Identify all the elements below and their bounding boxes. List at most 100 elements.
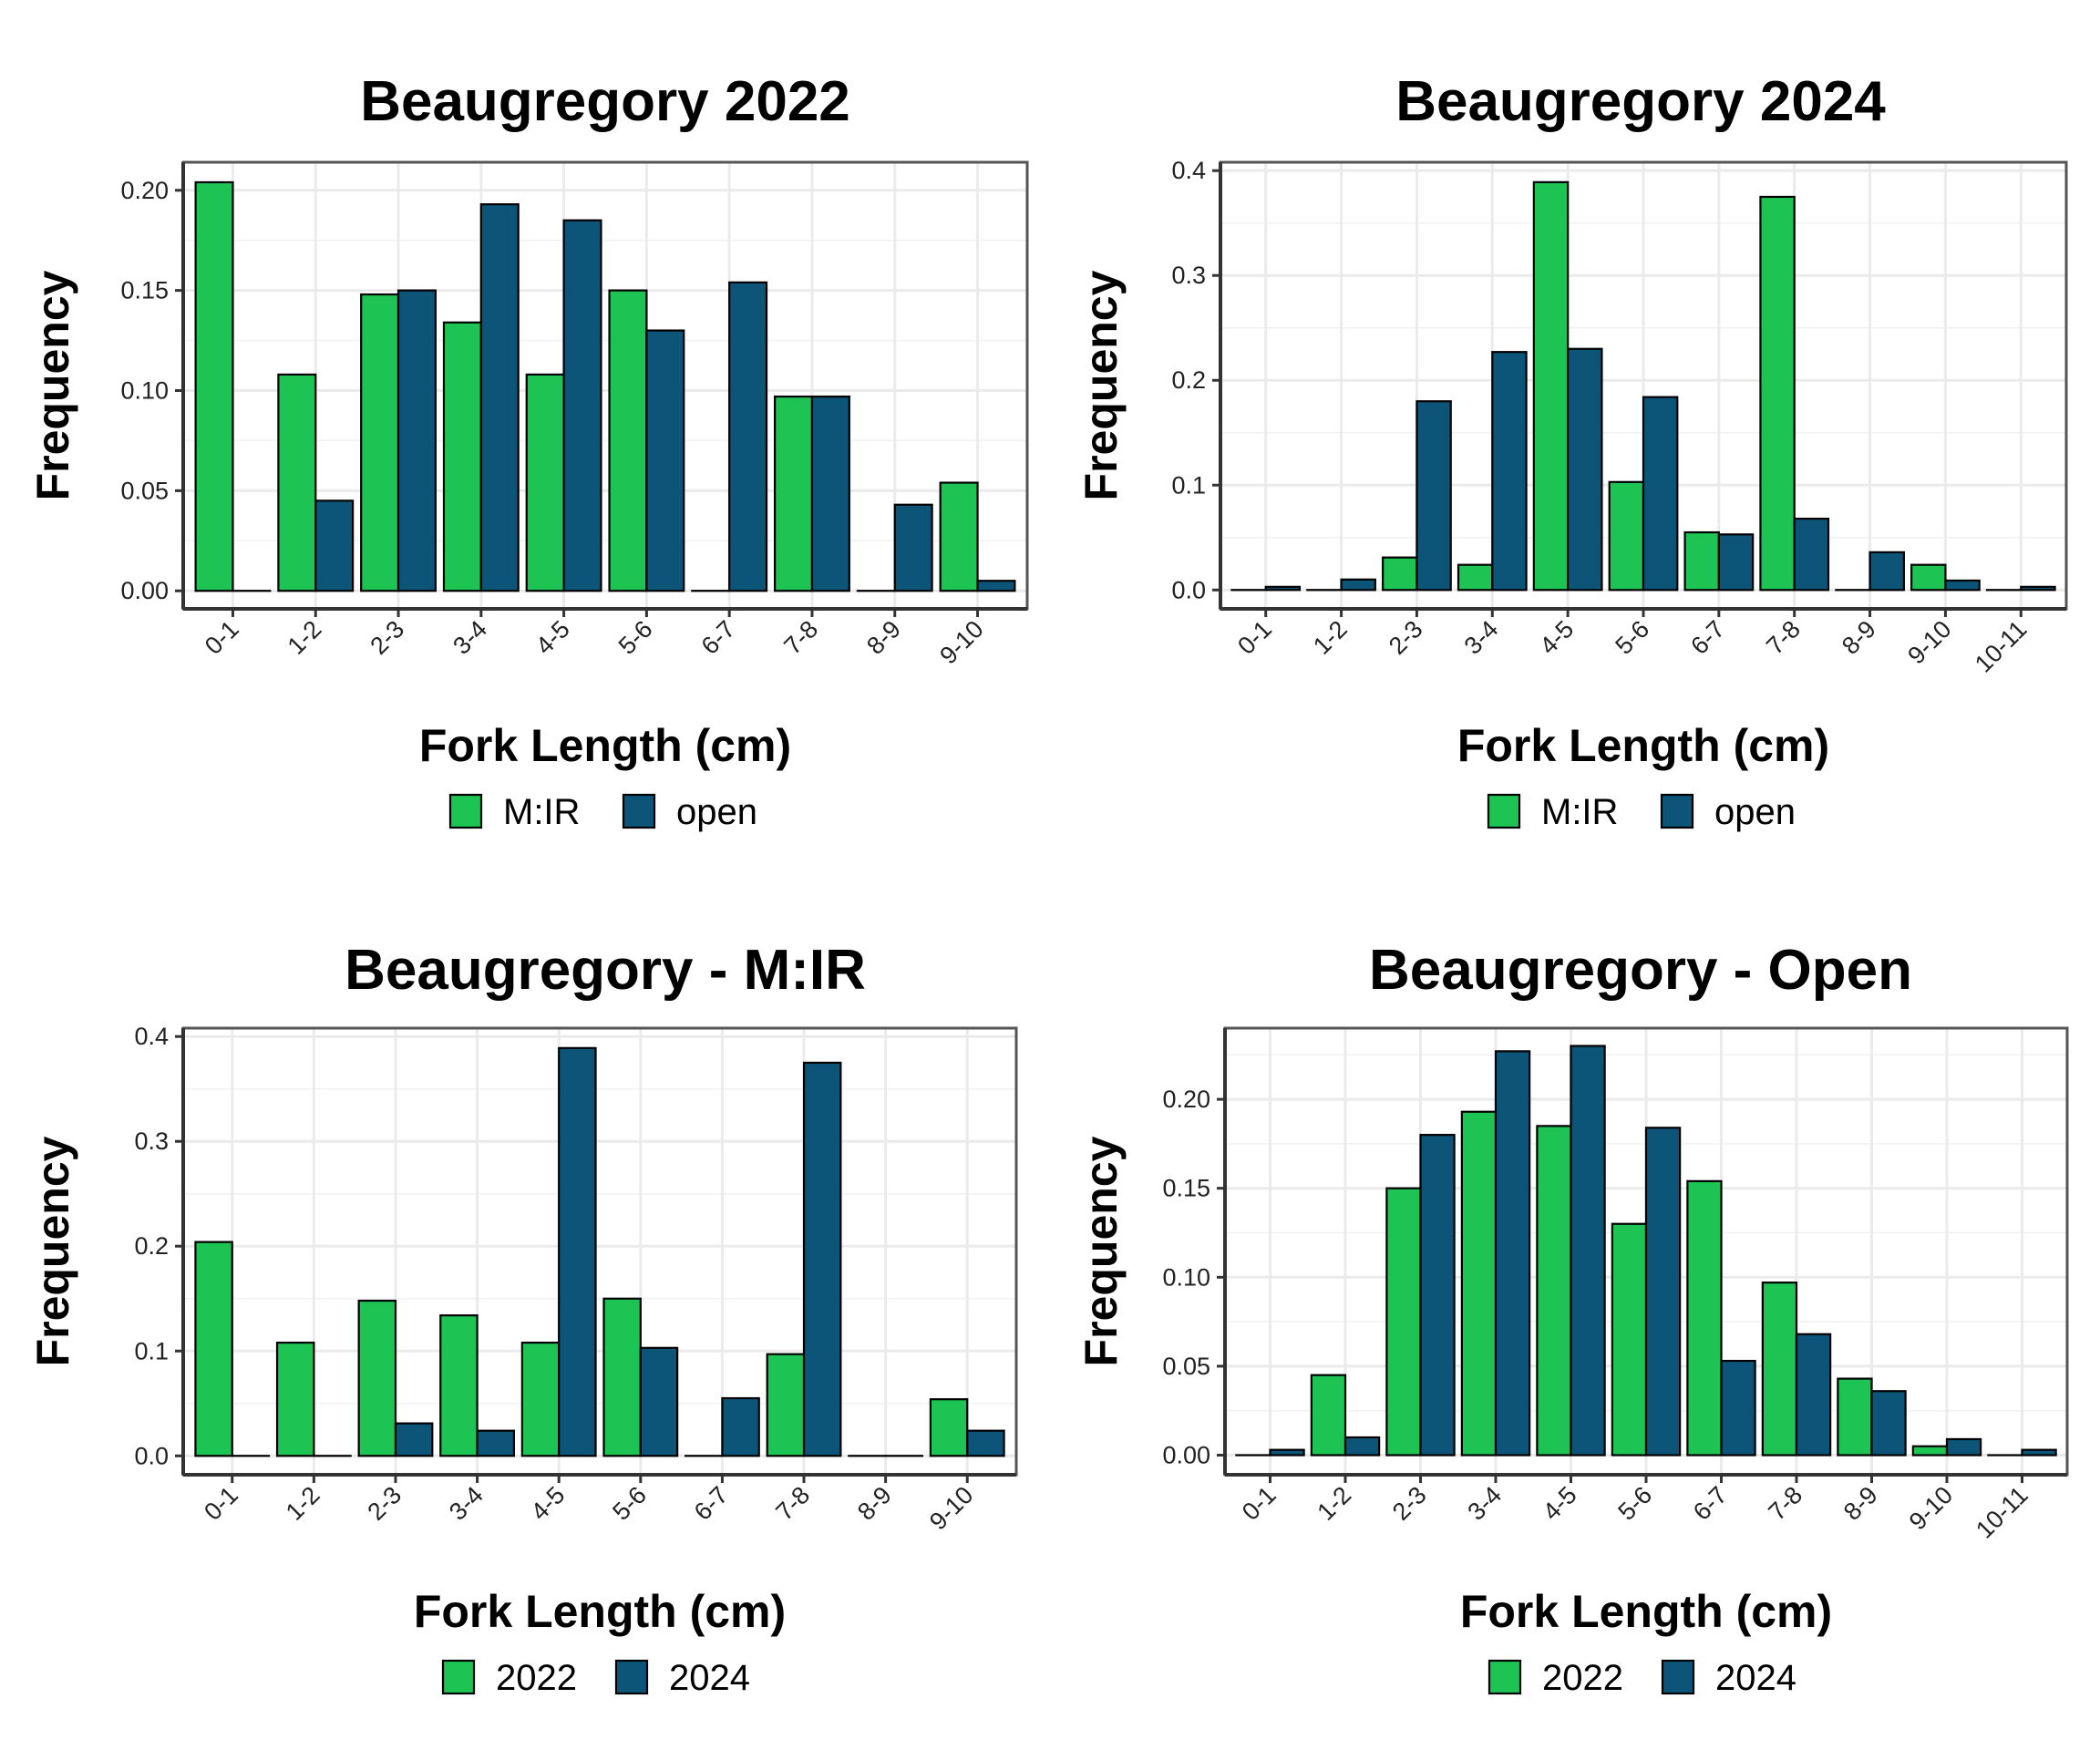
legend-swatch-open (622, 793, 656, 829)
bar-2022-1-2 (1310, 1374, 1347, 1457)
x-tick-label: 4-5 (526, 1481, 571, 1526)
x-tick-label: 1-2 (1308, 615, 1353, 660)
bar-2024-4-5 (558, 1046, 597, 1457)
legend: M:IR open (1487, 792, 1796, 832)
bar-mir-0-1 (194, 180, 234, 592)
bar-open-0-1 (1264, 585, 1302, 592)
x-tick-label: 7-8 (778, 615, 823, 660)
x-tick-label: 5-6 (607, 1481, 652, 1526)
chart-panel-3: Beaugregory - M:IR 0.0 0.1 0.2 0.3 0.4 0-1 1-2 2… (27, 939, 1018, 1698)
bar-mir-3-4 (442, 321, 482, 592)
bar-open-1-2 (314, 499, 355, 592)
y-tick-label: 0.4 (1171, 157, 1206, 184)
y-tick-label: 0.15 (1162, 1175, 1210, 1202)
x-tick-label: 0-1 (200, 615, 244, 660)
x-tick-label: 0-1 (1232, 615, 1277, 660)
bar-2024-0-1 (1269, 1448, 1305, 1457)
plot-background (183, 1028, 1016, 1475)
bar-open-7-8 (1793, 517, 1830, 592)
legend-label: open (1714, 792, 1796, 832)
bar-open-9-10 (1944, 579, 1981, 592)
legend-swatch-2024 (1661, 1659, 1695, 1695)
y-tick-label: 0.1 (134, 1337, 169, 1364)
x-tick-label: 7-8 (770, 1481, 815, 1526)
x-tick-label: 2-3 (362, 1481, 407, 1526)
bar-2024-4-5 (1570, 1045, 1606, 1457)
x-tick-label: 3-4 (1459, 615, 1504, 660)
legend-swatch-mir (448, 793, 483, 829)
legend: M:IR open (448, 792, 757, 832)
bar-2022-7-8 (766, 1353, 806, 1457)
x-tick-label: 0-1 (1237, 1481, 1282, 1526)
x-tick-label: 5-6 (1612, 1481, 1657, 1526)
y-tick-label: 0.20 (120, 177, 169, 204)
bar-mir-9-10 (1910, 563, 1947, 592)
bar-open-6-7 (728, 281, 768, 592)
x-tick-label: 6-7 (696, 615, 741, 660)
y-axis-title: Frequency (1076, 270, 1127, 500)
x-tick-label: 2-3 (365, 615, 409, 660)
x-tick-label: 5-6 (613, 615, 658, 660)
bar-2024-1-2 (1343, 1436, 1381, 1457)
bar-2022-2-3 (1385, 1187, 1422, 1457)
y-tick-label: 0.15 (120, 277, 169, 304)
x-tick-label: 1-2 (283, 615, 327, 660)
x-axis-title: Fork Length (cm) (419, 720, 791, 771)
x-tick-label: 8-9 (861, 615, 906, 660)
x-tick-label: 4-5 (1538, 1481, 1582, 1526)
bar-open-8-9 (1868, 551, 1905, 592)
bar-open-4-5 (562, 219, 602, 592)
bar-open-2-3 (396, 289, 437, 592)
x-tick-label: 1-2 (281, 1481, 325, 1526)
x-tick-label: 10-11 (1971, 1481, 2033, 1544)
x-tick-label: 2-3 (1384, 615, 1428, 660)
bar-mir-1-2 (277, 373, 317, 592)
y-tick-label: 0.10 (120, 376, 169, 404)
bar-open-10-11 (2020, 585, 2056, 592)
bar-open-5-6 (1642, 396, 1679, 592)
legend: 2022 2024 (1488, 1658, 1796, 1698)
y-tick-label: 0.2 (134, 1232, 169, 1260)
y-tick-label: 0.4 (134, 1023, 169, 1050)
bar-mir-4-5 (525, 373, 565, 592)
bar-mir-5-6 (1608, 480, 1645, 592)
chart-panel-4: Beaugregory - Open 0.00 0.05 0.10 0.15 0.20 0-… (1076, 939, 2069, 1698)
x-tick-label: 7-8 (1763, 1481, 1807, 1526)
x-tick-label: 9-10 (1902, 615, 1956, 669)
bar-2022-4-5 (1536, 1125, 1572, 1457)
bar-2022-2-3 (357, 1299, 397, 1457)
y-tick-label: 0.1 (1171, 471, 1206, 499)
x-tick-label: 9-10 (924, 1481, 978, 1535)
y-tick-label: 0.05 (120, 477, 169, 504)
bar-2024-6-7 (1720, 1359, 1756, 1457)
y-axis-title: Frequency (27, 1136, 78, 1366)
x-tick-label: 2-3 (1387, 1481, 1432, 1526)
legend-label: 2022 (496, 1658, 577, 1698)
x-tick-label: 5-6 (1610, 615, 1654, 660)
bar-open-2-3 (1415, 400, 1452, 592)
bar-2024-9-10 (1945, 1437, 1982, 1457)
bar-mir-7-8 (1759, 195, 1796, 592)
y-axis-title: Frequency (27, 270, 78, 500)
legend-label: M:IR (1541, 792, 1618, 832)
bar-2024-7-8 (1795, 1333, 1832, 1457)
x-tick-label: 4-5 (530, 615, 575, 660)
legend: 2022 2024 (441, 1658, 750, 1698)
bar-mir-5-6 (608, 289, 648, 592)
bar-2022-4-5 (520, 1341, 561, 1457)
bar-2024-8-9 (1870, 1390, 1907, 1457)
y-tick-label: 0.3 (134, 1127, 169, 1155)
y-tick-label: 0.10 (1162, 1263, 1210, 1291)
bar-2024-2-3 (394, 1422, 434, 1457)
x-tick-label: 9-10 (1904, 1481, 1958, 1535)
chart-panel-2: Beaugregory 2024 0.0 0.1 0.2 0.3 0.4 0-1 1-2 2-3… (1076, 70, 2068, 832)
bar-2022-9-10 (1911, 1445, 1949, 1457)
bar-2024-3-4 (1494, 1050, 1531, 1457)
legend-label: M:IR (503, 792, 580, 832)
bar-mir-4-5 (1532, 180, 1570, 592)
legend-swatch-2022 (441, 1659, 476, 1695)
legend-swatch-2022 (1488, 1659, 1522, 1695)
x-tick-label: 10-11 (1970, 615, 2033, 678)
bar-2024-7-8 (802, 1061, 842, 1457)
y-tick-label: 0.20 (1162, 1086, 1210, 1113)
